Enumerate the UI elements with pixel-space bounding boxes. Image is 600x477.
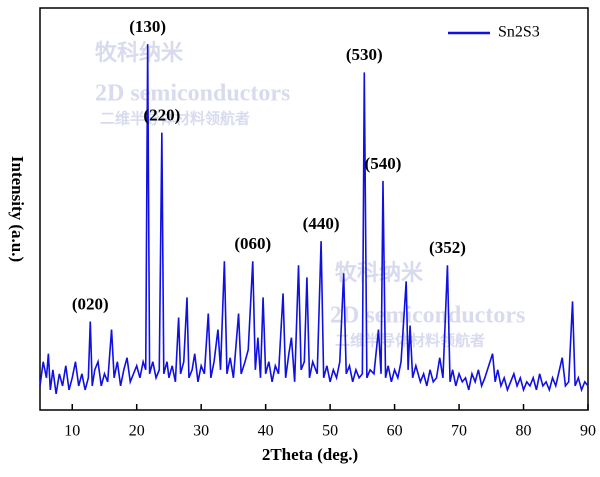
watermark-cn: 牧科纳米 xyxy=(335,260,424,285)
watermark-cn: 牧科纳米 xyxy=(95,40,184,65)
peak-label: (130) xyxy=(129,17,166,36)
peak-label: (020) xyxy=(72,294,109,313)
x-tick-label: 20 xyxy=(129,423,145,440)
y-axis-label: Intensity (a.u.) xyxy=(8,156,27,262)
x-tick-label: 40 xyxy=(258,423,274,440)
peak-label: (060) xyxy=(234,234,271,253)
legend-label: Sn2S3 xyxy=(498,24,540,41)
x-tick-label: 90 xyxy=(580,423,596,440)
peak-label: (352) xyxy=(429,238,466,257)
x-tick-label: 30 xyxy=(193,423,209,440)
watermark-en: 2D semiconductors xyxy=(330,303,525,329)
peak-label: (540) xyxy=(365,154,402,173)
x-tick-label: 70 xyxy=(451,423,467,440)
watermark-en: 2D semiconductors xyxy=(95,81,290,107)
x-tick-label: 10 xyxy=(64,423,80,440)
x-tick-label: 60 xyxy=(387,423,403,440)
peak-label: (220) xyxy=(143,106,180,125)
watermark-cn-sub: 二维半导体材料领航者 xyxy=(100,109,250,127)
x-axis-label: 2Theta (deg.) xyxy=(262,445,358,464)
plot-frame xyxy=(39,7,589,411)
peak-label: (530) xyxy=(346,45,383,64)
data-line xyxy=(39,44,589,395)
x-tick-label: 80 xyxy=(516,423,532,440)
x-tick-label: 50 xyxy=(322,423,338,440)
peak-label: (440) xyxy=(303,214,340,233)
